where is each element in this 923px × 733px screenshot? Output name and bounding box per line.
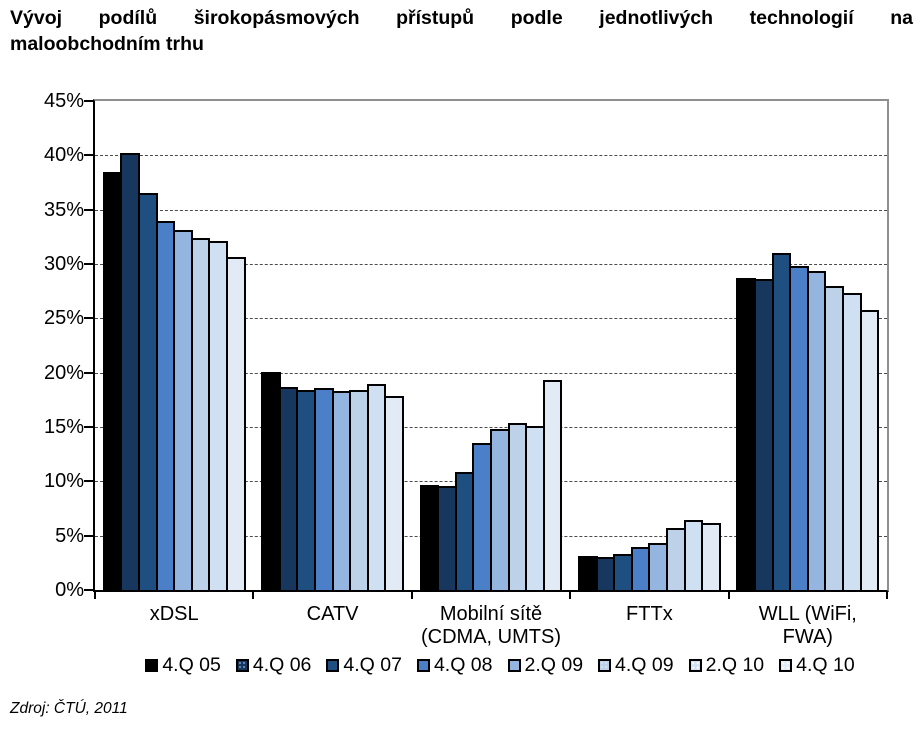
legend-label: 4.Q 09 — [615, 654, 674, 676]
legend-label: 4.Q 06 — [252, 654, 312, 676]
gridline — [95, 264, 887, 265]
plot-area: xDSL CATV Mobilní sítě (CDMA, UMTS) FTTx WLL … — [84, 99, 889, 648]
category-label-line: WLL (WiFi, — [758, 603, 857, 625]
x-axis-tick — [94, 592, 96, 599]
y-axis-tick — [84, 371, 93, 374]
y-axis-tick — [84, 154, 93, 157]
category-label-line: FWA) — [782, 626, 833, 648]
y-axis-tick-label: 35% — [43, 198, 84, 221]
legend-swatch — [507, 659, 521, 672]
legend-item-2.Q10: 2.Q 10 — [688, 654, 765, 677]
legend-label: 4.Q 08 — [433, 654, 493, 676]
y-axis-tick — [84, 480, 93, 483]
legend-item-4.Q06: 4.Q 06 — [235, 654, 312, 677]
y-axis-tick-label: 15% — [43, 416, 84, 438]
legend-swatch — [145, 659, 159, 672]
category-label: WLL (WiFi, FWA) — [729, 603, 887, 649]
y-axis-tick — [84, 534, 93, 537]
source-note: Zdroj: ČTÚ, 2011 — [10, 700, 128, 717]
category-label-line: (CDMA, UMTS) — [421, 626, 561, 648]
y-axis-tick — [84, 317, 93, 320]
legend-swatch — [598, 659, 612, 672]
bar-4.Q10-1 — [384, 395, 404, 590]
legend-swatch — [779, 659, 793, 672]
chart-title-line2: maloobchodním trhu — [10, 33, 204, 55]
legend-item-4.Q10: 4.Q 10 — [779, 654, 855, 677]
legend-item-4.Q07: 4.Q 07 — [326, 654, 402, 677]
y-axis-tick-label: 0% — [55, 579, 84, 601]
chart-title: Vývoj podílů širokopásmových přístupů po… — [10, 5, 913, 57]
x-axis-tick — [252, 592, 255, 599]
category-label-line: CATV — [306, 603, 359, 625]
bar-4.Q10-3 — [701, 522, 721, 590]
legend-swatch — [235, 659, 249, 672]
gridline — [95, 209, 887, 211]
y-axis-tick-label: 45% — [43, 90, 84, 112]
chart-legend: 4.Q 05 4.Q 06 4.Q 07 4.Q 08 2.Q 09 4.Q 09 2.Q … — [95, 654, 905, 677]
category-label: CATV — [253, 603, 411, 626]
y-axis-tick — [84, 208, 93, 211]
y-axis-tick — [84, 263, 93, 265]
legend-label: 2.Q 09 — [524, 654, 584, 676]
category-label-line: xDSL — [149, 603, 199, 625]
chart-title-line1: Vývoj podílů širokopásmových přístupů po… — [10, 7, 913, 29]
legend-swatch — [326, 659, 340, 672]
gridline — [95, 372, 887, 374]
y-axis-tick-label: 5% — [55, 524, 84, 547]
bar-4.Q10-4 — [859, 309, 880, 590]
category-label: Mobilní sítě (CDMA, UMTS) — [412, 603, 570, 649]
category-label-line: Mobilní sítě — [439, 603, 543, 625]
bar-4.Q10-0 — [226, 257, 246, 590]
y-axis-tick — [84, 589, 93, 591]
category-label: FTTx — [570, 603, 728, 626]
legend-label: 4.Q 10 — [796, 654, 855, 676]
y-axis-tick-label: 10% — [43, 470, 84, 493]
legend-item-2.Q09: 2.Q 09 — [507, 654, 584, 677]
category-label: xDSL — [95, 603, 253, 626]
y-axis-tick-label: 20% — [43, 361, 84, 384]
y-axis-tick — [84, 426, 93, 428]
category-label-line: FTTx — [626, 603, 673, 625]
y-axis-tick-label: 25% — [43, 307, 84, 330]
gridline — [95, 155, 887, 157]
y-axis-tick-label: 40% — [43, 144, 84, 167]
gridline — [95, 318, 887, 320]
legend-label: 4.Q 07 — [343, 654, 402, 676]
legend-item-4.Q08: 4.Q 08 — [416, 654, 493, 677]
legend-item-4.Q09: 4.Q 09 — [598, 654, 674, 677]
x-axis-tick — [727, 592, 730, 599]
x-axis-tick — [886, 592, 888, 599]
y-axis-tick — [84, 100, 93, 102]
legend-label: 4.Q 05 — [162, 654, 221, 676]
bar-4.Q10-2 — [542, 380, 563, 590]
legend-item-4.Q05: 4.Q 05 — [145, 654, 221, 677]
legend-label: 2.Q 10 — [705, 654, 765, 676]
x-axis-tick — [410, 592, 413, 599]
gridline — [95, 427, 887, 428]
legend-swatch — [688, 659, 702, 672]
legend-swatch — [416, 659, 430, 672]
y-axis-tick-label: 30% — [43, 253, 84, 275]
x-axis-tick — [569, 592, 572, 599]
